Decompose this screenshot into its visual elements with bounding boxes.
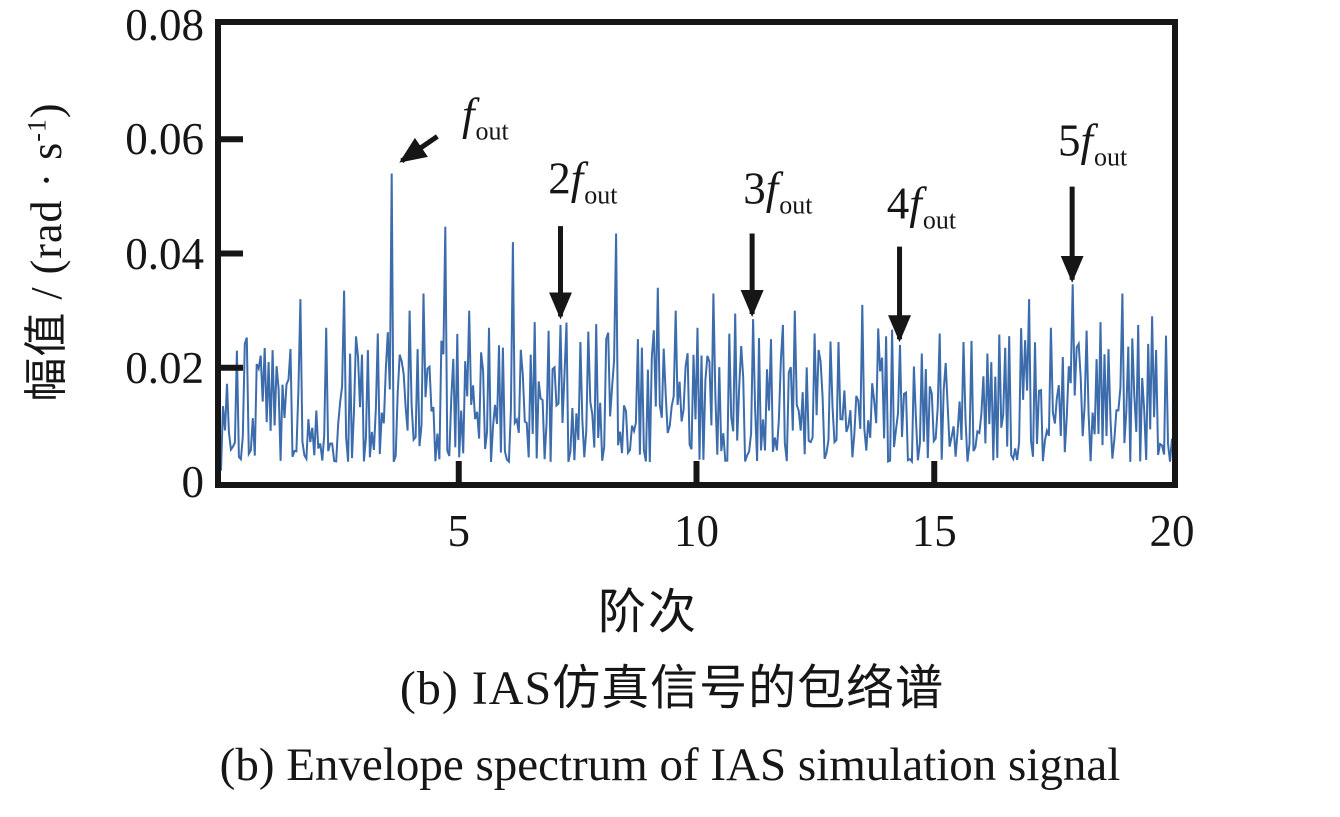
x-tick-label: 15 [911, 506, 957, 556]
frequency-subscript: out [922, 205, 957, 235]
y-tick-label: 0.04 [125, 228, 204, 279]
y-tick-label: 0.02 [125, 342, 204, 393]
harmonic-multiplier: 3 [743, 163, 766, 214]
peak-annotation-label: fout [462, 89, 509, 146]
harmonic-multiplier: 2 [548, 153, 571, 204]
peak-annotation-label: 3fout [743, 163, 813, 220]
frequency-symbol: f [570, 153, 584, 204]
frequency-subscript: out [475, 116, 509, 146]
peak-annotation-label: 5fout [1057, 115, 1128, 172]
frequency-symbol: f [1080, 115, 1093, 166]
frequency-subscript: out [584, 180, 618, 210]
harmonic-multiplier: 5 [1057, 115, 1081, 166]
peak-annotation-label: 4fout [886, 178, 957, 235]
annotation-arrow [399, 134, 439, 164]
y-tick-label: 0 [181, 457, 205, 507]
envelope-spectrum-trace [221, 173, 1172, 471]
spectrum-chart-canvas [221, 134, 1172, 482]
harmonic-multiplier: 4 [886, 178, 910, 229]
y-tick-label: 0.08 [125, 0, 204, 50]
x-tick-label: 5 [447, 506, 471, 556]
axis-tick-marks [221, 136, 938, 482]
y-tick-label: 0.06 [125, 114, 204, 165]
x-tick-label: 20 [1149, 506, 1195, 556]
caption-english: (b) Envelope spectrum of IAS simulation … [219, 739, 1121, 791]
frequency-symbol: f [462, 89, 475, 140]
annotation-arrows [399, 134, 1084, 343]
caption-chinese: (b) IAS仿真信号的包络谱 [399, 662, 945, 715]
peak-annotation-label: 2fout [548, 153, 618, 210]
frequency-symbol: f [909, 178, 922, 229]
frequency-subscript: out [779, 190, 813, 220]
frequency-symbol: f [765, 163, 779, 214]
x-tick-label: 10 [674, 506, 719, 556]
x-axis-title: 阶次 [597, 586, 699, 639]
plot-area: fout 2fout 3fout 4fout 5fout [215, 19, 1178, 488]
frequency-subscript: out [1094, 142, 1128, 172]
